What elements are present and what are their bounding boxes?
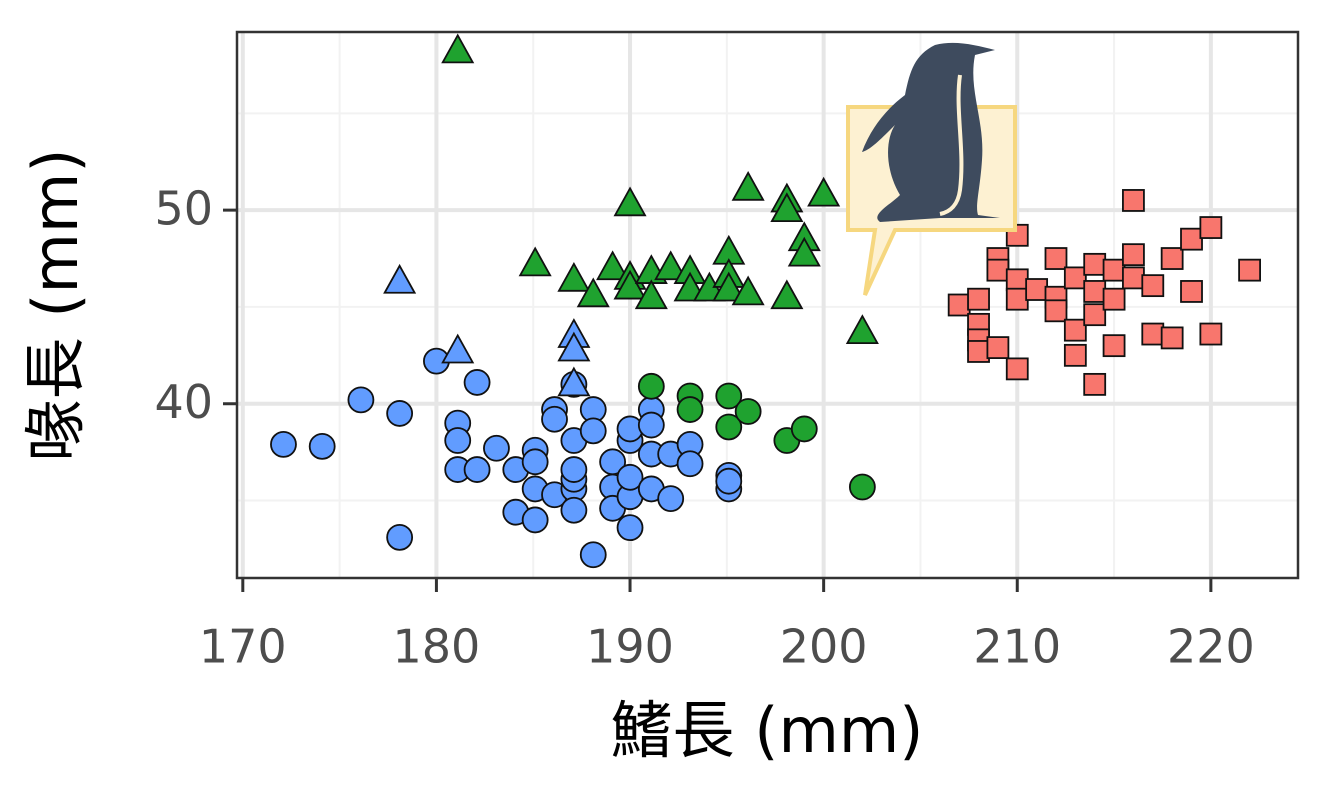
point <box>616 514 644 542</box>
y-tick-label: 40 <box>154 375 213 429</box>
point <box>967 287 990 311</box>
point <box>521 506 549 534</box>
point <box>848 473 876 501</box>
point <box>557 366 591 397</box>
point <box>712 271 746 302</box>
point <box>715 413 743 441</box>
point <box>463 369 491 396</box>
point <box>560 456 588 483</box>
point <box>1180 280 1203 303</box>
point <box>483 434 510 462</box>
y-axis-title: 喙長 (mm) <box>19 149 92 462</box>
point <box>441 333 475 364</box>
point <box>1083 303 1107 327</box>
point <box>560 496 588 524</box>
x-tick-label: 170 <box>199 620 287 674</box>
x-tick-label: 180 <box>393 620 481 674</box>
point <box>845 314 879 345</box>
point <box>308 432 336 460</box>
point <box>1044 247 1068 270</box>
x-tick-label: 220 <box>1167 620 1255 674</box>
x-tick-label: 210 <box>973 620 1061 674</box>
point <box>613 269 647 300</box>
point <box>579 541 607 569</box>
point <box>579 417 607 445</box>
point <box>463 456 491 483</box>
penguin-badge <box>846 42 1017 296</box>
point <box>383 263 417 294</box>
point <box>386 400 414 427</box>
x-tick-label: 200 <box>780 620 868 674</box>
point <box>1063 266 1087 290</box>
point <box>1199 216 1223 239</box>
point <box>1160 247 1184 270</box>
point <box>807 176 841 207</box>
point <box>1122 243 1145 267</box>
point <box>1005 357 1029 381</box>
x-axis-title: 鰭長 (mm) <box>611 694 924 767</box>
point <box>616 463 644 491</box>
point <box>1180 227 1203 251</box>
point <box>986 258 1010 282</box>
point <box>386 523 414 551</box>
point <box>1122 189 1145 212</box>
point <box>715 467 743 495</box>
point <box>731 170 765 201</box>
point <box>1102 258 1126 282</box>
point <box>1083 252 1107 276</box>
point <box>637 411 665 439</box>
point <box>1005 287 1029 311</box>
point <box>731 275 765 306</box>
panel-border <box>235 30 1300 580</box>
point <box>1063 343 1087 367</box>
point <box>444 427 472 454</box>
point <box>1102 334 1126 358</box>
point <box>521 448 549 476</box>
point <box>787 236 821 267</box>
point <box>518 246 552 277</box>
point <box>715 382 743 410</box>
x-tick-label: 190 <box>586 620 674 674</box>
point <box>557 261 591 292</box>
point <box>576 277 610 308</box>
point <box>1160 326 1184 350</box>
point <box>1063 318 1087 342</box>
point <box>1025 278 1049 301</box>
point <box>790 415 818 443</box>
point <box>1083 372 1107 396</box>
point <box>734 398 762 425</box>
point <box>634 279 668 310</box>
point <box>270 431 297 458</box>
point <box>1199 322 1223 346</box>
point <box>596 250 630 281</box>
point <box>1102 287 1126 311</box>
point <box>541 405 568 433</box>
point <box>613 186 647 217</box>
point <box>770 279 804 310</box>
point <box>986 336 1010 359</box>
axes: 170 180 190 200 210 220 40 50 <box>154 182 1254 674</box>
point <box>637 372 665 400</box>
point <box>676 396 704 423</box>
point <box>1141 274 1165 298</box>
point <box>770 192 804 223</box>
point <box>657 485 685 513</box>
point <box>1083 280 1107 303</box>
point <box>947 293 971 317</box>
points <box>270 33 1261 569</box>
point <box>347 386 375 414</box>
point <box>1044 299 1068 323</box>
point <box>1141 322 1165 346</box>
point <box>676 450 704 478</box>
point <box>1238 258 1261 282</box>
point <box>441 33 475 64</box>
point <box>1122 266 1145 290</box>
point <box>967 340 990 363</box>
y-tick-label: 50 <box>154 182 213 236</box>
point <box>654 250 688 281</box>
point <box>1005 268 1029 292</box>
point <box>557 331 591 362</box>
